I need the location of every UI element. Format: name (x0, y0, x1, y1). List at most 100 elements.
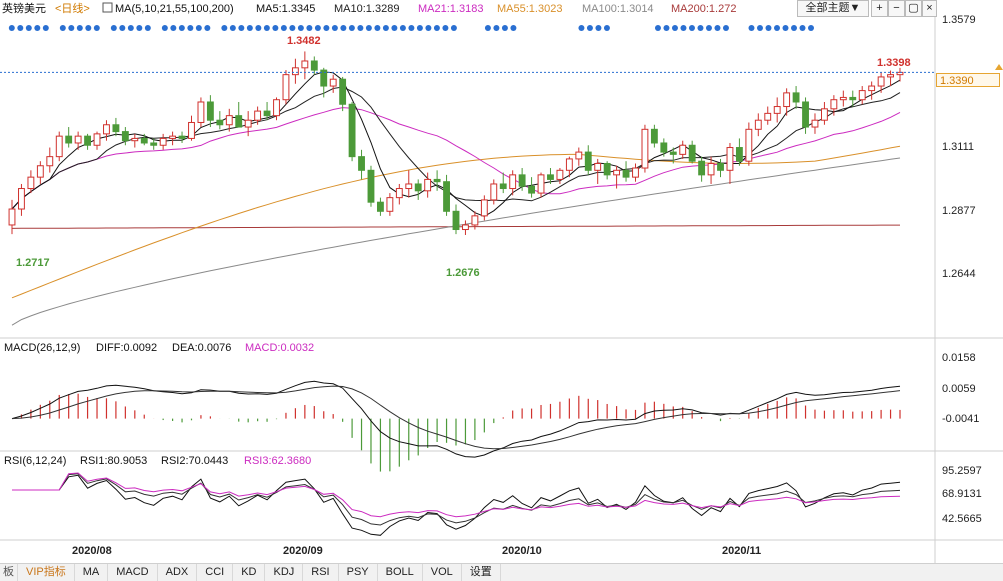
tab-rsi[interactable]: RSI (303, 564, 339, 581)
signal-dot (25, 25, 32, 31)
signal-dot (705, 25, 712, 31)
symbol-label: 英镑美元 (2, 1, 46, 15)
tab-psy[interactable]: PSY (339, 564, 378, 581)
current-price-marker-icon (995, 64, 1003, 70)
candle-down (348, 103, 356, 158)
candle-up (462, 224, 469, 231)
signal-dot (59, 25, 66, 31)
signal-dot (510, 25, 517, 31)
ma10-label: MA10:1.3289 (334, 3, 399, 15)
last-high-annotation: 1.3398 (877, 57, 911, 69)
macd-dea: DEA:0.0076 (172, 342, 231, 354)
zoom-out-icon[interactable]: − (888, 0, 905, 17)
tab-cci[interactable]: CCI (197, 564, 234, 581)
signal-dot (187, 25, 194, 31)
rsi-tick: 68.9131 (942, 488, 982, 500)
candle-up (131, 137, 139, 142)
ma100-label: MA100:1.3014 (582, 3, 654, 15)
chart-header: 英镑美元 <日线> MA(5,10,21,55,100,200) MA5:1.3… (2, 1, 736, 15)
close-icon[interactable]: × (922, 0, 937, 17)
zoom-in-icon[interactable]: + (871, 0, 888, 17)
signal-dot (408, 25, 415, 31)
period-label[interactable]: <日线> (55, 1, 90, 15)
ma100-line (11, 157, 901, 326)
candle-up (820, 108, 828, 121)
theme-button[interactable]: 全部主题▼ (797, 0, 869, 17)
candle-up (329, 78, 337, 87)
candle-down (688, 144, 696, 162)
signal-dot (382, 25, 389, 31)
tab-settings[interactable]: 设置 (462, 564, 501, 581)
tab-macd[interactable]: MACD (108, 564, 158, 581)
tab-adx[interactable]: ADX (158, 564, 198, 581)
ma55-label: MA55:1.3023 (497, 3, 562, 15)
high-annotation: 1.3482 (287, 35, 321, 47)
candle-down (547, 174, 554, 180)
candle-down (84, 135, 92, 146)
candle-up (8, 208, 16, 226)
macd-tick: -0.0041 (942, 413, 979, 425)
candle-down (650, 128, 658, 144)
candle-up (405, 183, 413, 190)
forex-chart[interactable]: 英镑美元 <日线> MA(5,10,21,55,100,200) MA5:1.3… (0, 0, 1003, 563)
candle-down (792, 92, 800, 103)
candle-up (197, 101, 205, 123)
signal-dot (314, 25, 321, 31)
macd-axis: 0.0158 0.0059 -0.0041 (942, 352, 979, 425)
rsi-plot (12, 472, 901, 536)
tab-vip[interactable]: VIP指标 (18, 564, 75, 581)
ma-params-label: MA(5,10,21,55,100,200) (115, 3, 234, 15)
candle-up (386, 197, 394, 212)
rsi-title: RSI(6,12,24) (4, 455, 66, 467)
candle-up (839, 96, 847, 101)
candle-up (424, 178, 432, 192)
candle-down (339, 78, 347, 105)
candle-down (499, 183, 507, 190)
tab-board[interactable]: 板 (0, 564, 18, 581)
tab-boll[interactable]: BOLL (378, 564, 423, 581)
tab-kdj[interactable]: KDJ (265, 564, 304, 581)
signal-dot (756, 25, 763, 31)
candle-up (480, 199, 488, 217)
signal-dot (688, 25, 695, 31)
signal-dot (110, 25, 117, 31)
ma55-line (11, 145, 901, 299)
rsi-header: RSI(6,12,24) RSI1:80.9053 RSI2:70.0443 R… (4, 455, 311, 467)
signal-dot (433, 25, 440, 31)
signal-dot (136, 25, 143, 31)
macd-tick: 0.0158 (942, 352, 976, 364)
candle-up (783, 92, 791, 108)
ma-lines (11, 71, 901, 326)
tab-ma[interactable]: MA (75, 564, 109, 581)
fullscreen-icon[interactable]: ▢ (905, 0, 922, 17)
candle-up (868, 85, 876, 92)
tab-kd[interactable]: KD (233, 564, 266, 581)
candle-up (537, 174, 545, 194)
tab-vol[interactable]: VOL (423, 564, 462, 581)
signal-dot (680, 25, 687, 31)
candle-up (509, 174, 517, 190)
candle-down (358, 156, 365, 171)
candle-up (726, 147, 734, 171)
signal-dot (195, 25, 202, 31)
signal-dot (722, 25, 729, 31)
signal-dot (331, 25, 338, 31)
signal-dot (654, 25, 661, 31)
candle-down (320, 69, 328, 87)
rsi1-value: RSI1:80.9053 (80, 455, 147, 467)
candle-up (764, 112, 772, 121)
signal-dot (782, 25, 789, 31)
macd-title: MACD(26,12,9) (4, 342, 80, 354)
signal-dot (340, 25, 347, 31)
candle-down (376, 201, 384, 212)
macd-plot (11, 380, 901, 472)
ma-checkbox[interactable] (102, 2, 113, 13)
candle-up (188, 121, 195, 139)
candle-up (244, 119, 252, 128)
macd-diff: DIFF:0.0092 (96, 342, 157, 354)
price-axis: 1.3579 1.3111 1.2877 1.2644 (942, 14, 1003, 280)
candle-up (858, 90, 866, 101)
candle-down (802, 101, 809, 128)
candle-up (613, 169, 621, 176)
signal-dot (450, 25, 457, 31)
